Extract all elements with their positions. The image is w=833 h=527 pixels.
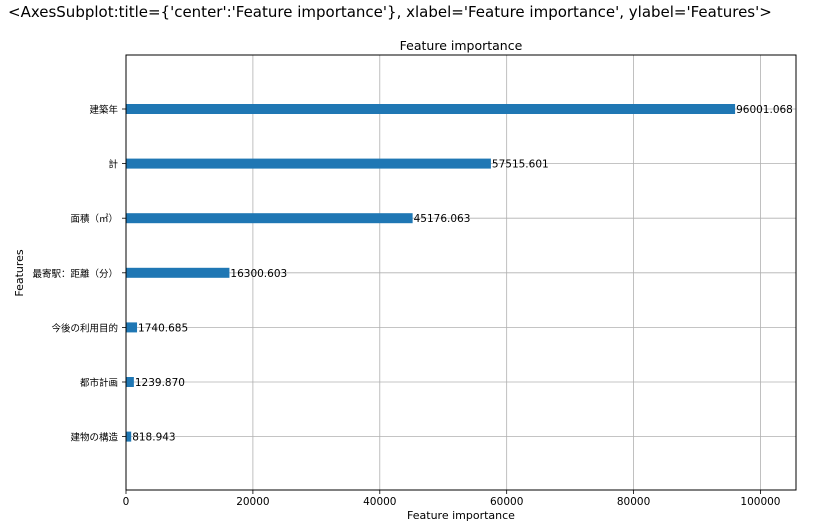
value-label: 818.943 [132, 432, 175, 444]
y-tick-label: 建物の構造 [70, 432, 118, 444]
value-label: 1740.685 [138, 322, 188, 334]
y-tick-label: 建築年 [89, 104, 118, 116]
bar [126, 213, 413, 224]
x-tick-label: 0 [123, 496, 130, 508]
y-tick-label: 今後の利用目的 [51, 322, 118, 334]
y-tick-label: 最寄駅：距離（分） [32, 268, 118, 280]
value-label: 45176.063 [414, 213, 471, 225]
y-axis-label: Features [13, 249, 26, 297]
value-label: 96001.068 [736, 104, 793, 116]
x-axis-ticks: 0 20000 40000 60000 80000 100000 [123, 490, 781, 508]
y-tick-label: 計 [108, 159, 118, 171]
bar [126, 104, 736, 114]
bars [126, 104, 736, 442]
x-tick-label: 100000 [740, 496, 780, 508]
x-tick-label: 80000 [617, 496, 650, 508]
x-tick-label: 20000 [236, 496, 269, 508]
y-tick-label: 面積（㎡） [70, 213, 118, 225]
x-tick-label: 60000 [490, 496, 523, 508]
value-labels: 96001.068 57515.601 45176.063 16300.603 1740… [132, 104, 793, 444]
value-label: 1239.870 [135, 377, 185, 389]
x-tick-label: 40000 [363, 496, 396, 508]
x-axis-label: Feature importance [407, 509, 515, 522]
value-label: 57515.601 [492, 159, 549, 171]
bar [126, 377, 134, 387]
value-label: 16300.603 [230, 268, 287, 280]
chart-title: Feature importance [400, 38, 523, 53]
y-tick-label: 都市計画 [80, 377, 118, 389]
bar [126, 158, 491, 169]
grid-lines [125, 55, 796, 490]
bar [126, 267, 230, 278]
bar [126, 322, 138, 333]
axes-repr-text: <AxesSubplot:title={'center':'Feature im… [8, 3, 772, 21]
bar [126, 431, 132, 442]
